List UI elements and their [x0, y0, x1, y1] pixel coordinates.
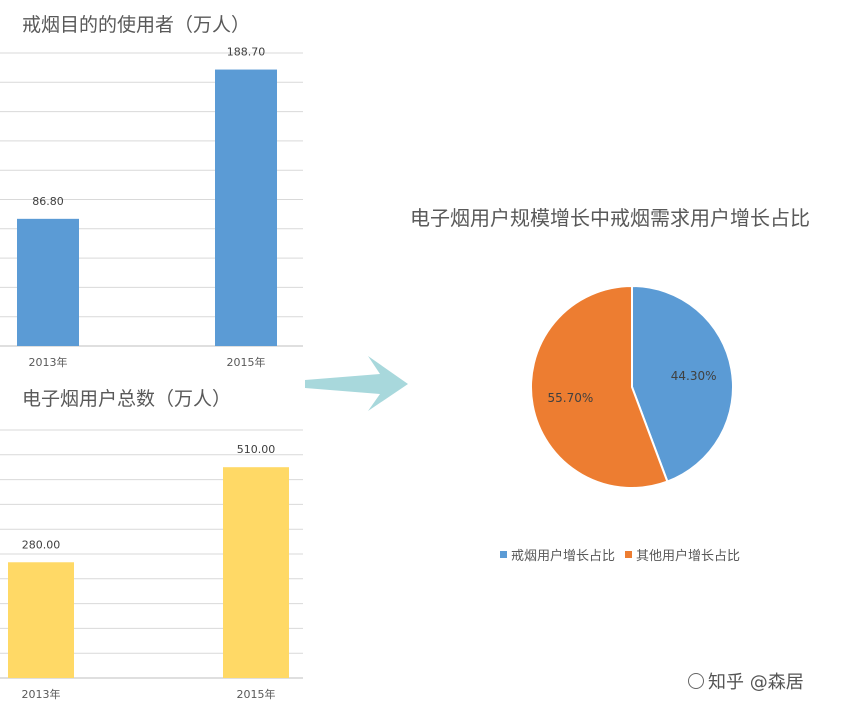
chart1-bar-0 — [17, 218, 79, 346]
chart2-title: 电子烟用户总数（万人） — [22, 388, 232, 410]
chart1-tick-label-0: 2013年 — [29, 355, 68, 369]
wechat-icon — [688, 673, 704, 689]
pie-slice-0 — [631, 284, 734, 483]
chart1-data-label-0: 86.80 — [32, 195, 64, 208]
watermark: 知乎 @森居 — [688, 668, 804, 694]
pie-legend: 戒烟用户增长占比 其他用户增长占比 — [500, 545, 740, 564]
chart2-tick-label-1: 2015年 — [237, 687, 276, 701]
legend-swatch-other — [625, 551, 633, 558]
legend-swatch-quit — [500, 551, 507, 558]
chart2-tick-label-0: 2013年 — [22, 687, 61, 701]
chart1-bar-1 — [215, 69, 277, 346]
chart1-data-label-1: 188.70 — [227, 46, 266, 59]
chart2-data-label-1: 510.00 — [237, 443, 276, 456]
chart2-bar-0 — [8, 562, 74, 678]
legend-label-quit: 戒烟用户增长占比 — [511, 549, 616, 564]
legend-item-other: 其他用户增长占比 — [625, 545, 740, 564]
legend-label-other: 其他用户增长占比 — [636, 549, 741, 564]
chart2-data-label-0: 280.00 — [22, 538, 61, 551]
chart1-tick-label-1: 2015年 — [227, 355, 266, 369]
chart2-bar-1 — [223, 467, 289, 678]
pie-slice-label-0: 44.30% — [671, 369, 717, 383]
watermark-text: 知乎 @森居 — [708, 672, 804, 693]
pie-slice-label-1: 55.70% — [547, 391, 593, 405]
pie-slice-1 — [530, 284, 669, 489]
pie-chart-title: 电子烟用户规模增长中戒烟需求用户增长占比 — [410, 206, 810, 230]
legend-item-quit: 戒烟用户增长占比 — [500, 545, 615, 564]
arrow-shape — [305, 356, 408, 411]
chart1-title: 戒烟目的的使用者（万人） — [22, 14, 251, 36]
